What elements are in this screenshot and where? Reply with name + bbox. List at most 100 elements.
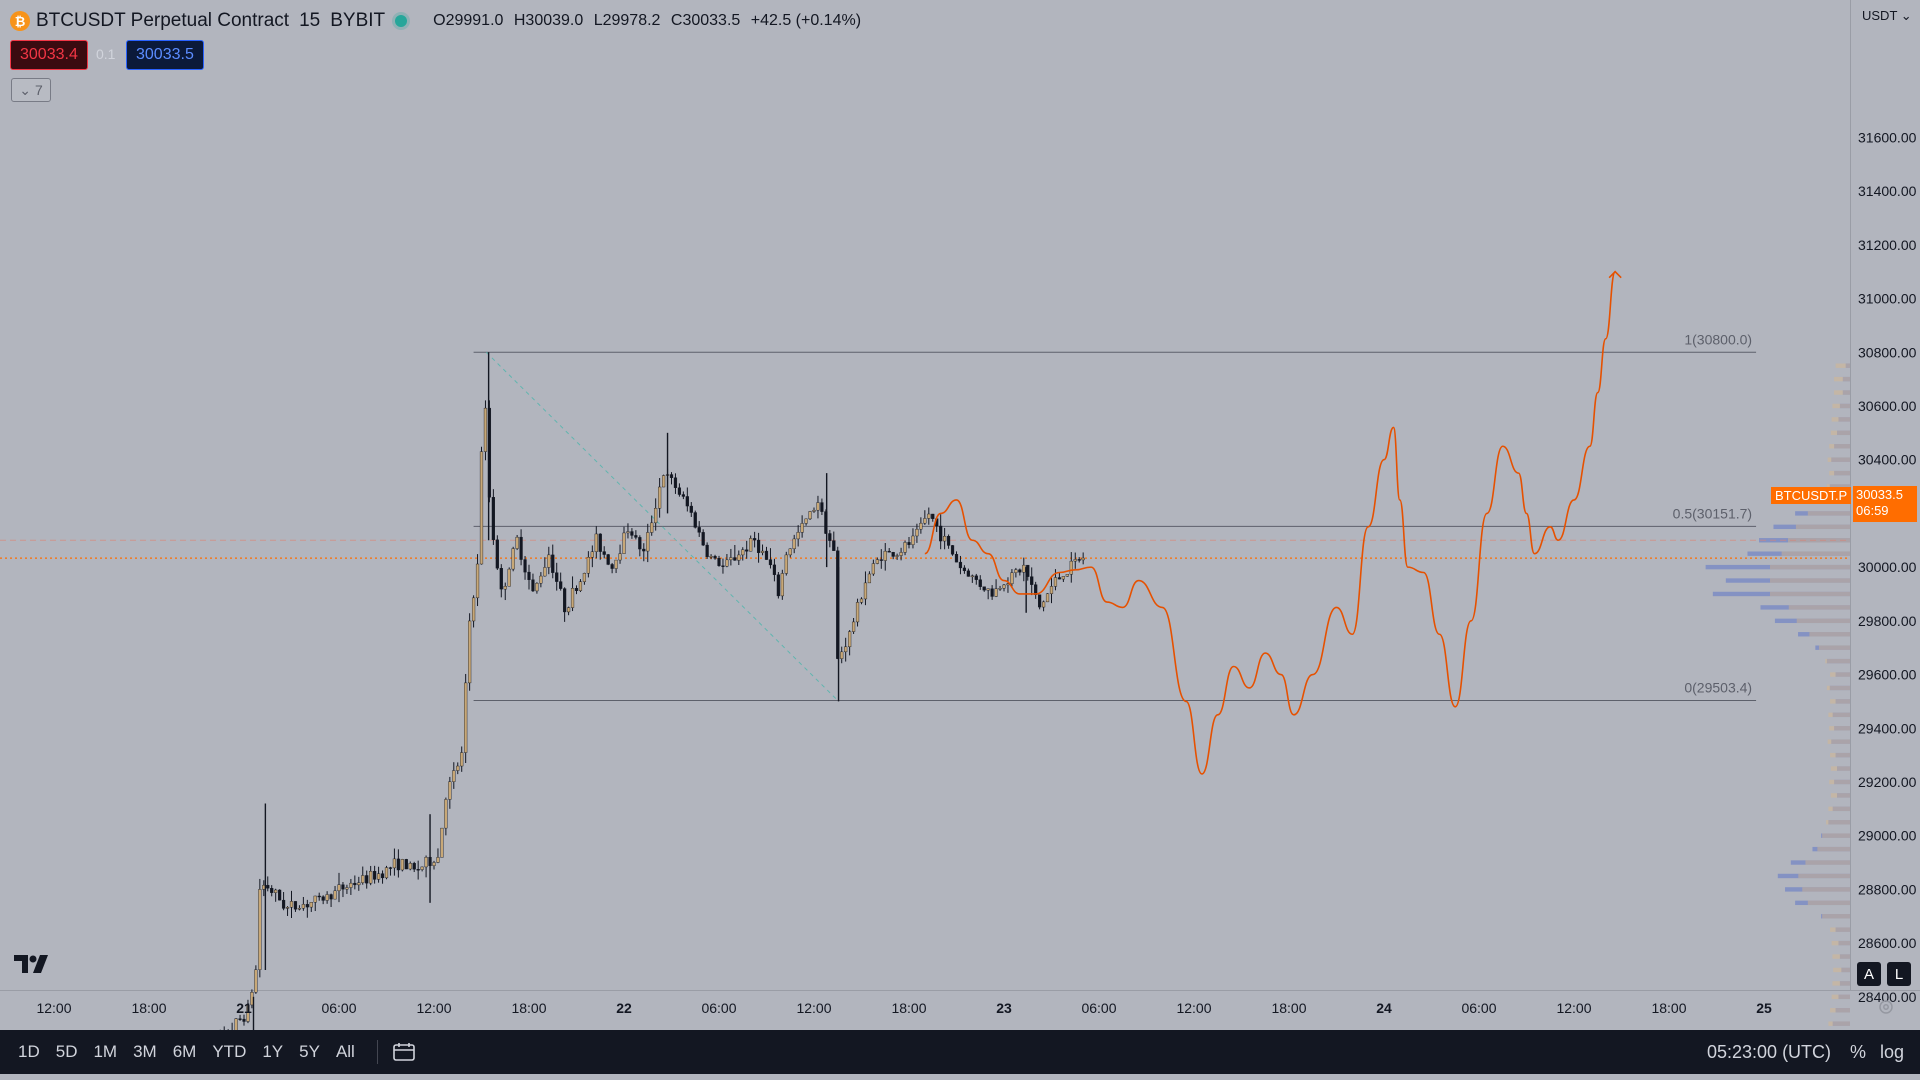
- candle-up: [444, 799, 448, 829]
- candle-up: [867, 573, 872, 584]
- candle-up: [582, 572, 587, 582]
- candle-up: [1053, 577, 1058, 587]
- price-tick-label: 31200.00: [1858, 237, 1917, 253]
- auto-scale-button[interactable]: A: [1857, 962, 1881, 986]
- candle-up: [749, 538, 753, 552]
- candle-up: [483, 407, 488, 452]
- price-tick-label: 28400.00: [1858, 989, 1917, 1005]
- time-tick-label: 06:00: [1461, 1000, 1496, 1016]
- volume-profile-bin: [1821, 833, 1850, 838]
- candle-up: [479, 451, 484, 565]
- range-6m[interactable]: 6M: [172, 1042, 197, 1061]
- candle-up: [1002, 584, 1006, 589]
- volume-profile-bin-value-area: [1829, 726, 1850, 731]
- candle-down: [365, 875, 369, 884]
- candle-up: [863, 582, 868, 600]
- candle-up: [511, 548, 515, 570]
- volume-profile-bin-value-area: [1827, 457, 1850, 462]
- volume-profile-bin-value-area: [1796, 618, 1850, 624]
- price-chart[interactable]: 1(30800.0) 0.5(30151.7) 0(29503.4) 28400.00…: [0, 0, 1920, 1030]
- fib-trend-line: [485, 351, 839, 701]
- symbol-name[interactable]: BTCUSDT Perpetual Contract: [36, 10, 290, 31]
- high-value: H30039.0: [513, 12, 584, 29]
- volume-profile-bin: [1835, 752, 1850, 758]
- candle-down: [958, 561, 963, 569]
- time-tick-label: 12:00: [1556, 1000, 1591, 1016]
- candle-up: [376, 873, 381, 880]
- indicators-toggle-button[interactable]: ⌄ 7: [11, 78, 51, 102]
- candle-up: [515, 536, 519, 549]
- candle-down: [523, 559, 527, 573]
- range-5y[interactable]: 5Y: [299, 1042, 320, 1061]
- price-tick-label: 29600.00: [1858, 667, 1917, 683]
- volume-profile-bin-value-area: [1781, 551, 1850, 556]
- candle-up: [503, 586, 507, 590]
- volume-profile-bin: [1831, 739, 1850, 744]
- candle-up: [543, 567, 547, 577]
- calendar-icon[interactable]: [392, 1042, 416, 1062]
- candle-up: [594, 533, 598, 552]
- indicator-count: 7: [34, 82, 43, 98]
- volume-profile-bin: [1834, 470, 1850, 476]
- candle-up: [289, 901, 294, 908]
- range-all[interactable]: All: [335, 1042, 355, 1061]
- candle-down: [412, 863, 416, 870]
- volume-profile-bin-value-area: [1832, 403, 1850, 409]
- candle-up: [507, 568, 511, 587]
- candle-up: [436, 857, 440, 863]
- candle-down: [820, 502, 824, 512]
- range-ytd[interactable]: YTD: [212, 1042, 247, 1061]
- price-tick-label: 30400.00: [1858, 452, 1917, 468]
- range-3m[interactable]: 3M: [133, 1042, 157, 1061]
- candle-down: [939, 525, 943, 542]
- candle-up: [812, 509, 816, 512]
- candle-up: [1045, 593, 1050, 603]
- candle-up: [725, 559, 729, 567]
- candle-up: [274, 889, 278, 893]
- candle-up: [808, 511, 812, 520]
- volume-profile-bin: [1835, 1008, 1850, 1013]
- price-tick-label: 29200.00: [1858, 774, 1917, 790]
- volume-profile-bin: [1838, 994, 1850, 1000]
- candle-up: [895, 555, 899, 557]
- candle-up: [392, 858, 397, 869]
- gear-icon[interactable]: [1877, 998, 1895, 1016]
- candle-up: [626, 531, 630, 534]
- sell-button[interactable]: 30033.4: [10, 40, 88, 70]
- volume-profile-bin: [1773, 524, 1850, 530]
- projection-path: [924, 270, 1616, 775]
- chart-legend: ₿ BTCUSDT Perpetual Contract 15 BYBIT O2…: [10, 8, 867, 34]
- candle-down: [329, 894, 333, 900]
- volume-profile-bin: [1837, 766, 1850, 771]
- range-1m[interactable]: 1M: [93, 1042, 118, 1061]
- candle-up: [448, 781, 452, 800]
- volume-profile-bin: [1812, 846, 1850, 852]
- price-tick-label: 30800.00: [1858, 344, 1917, 360]
- volume-profile-bin: [1826, 658, 1850, 664]
- candle-up: [1022, 564, 1026, 573]
- time-tick-label: 12:00: [796, 1000, 831, 1016]
- log-scale-button[interactable]: L: [1887, 962, 1911, 986]
- percent-scale-button[interactable]: %: [1850, 1041, 1867, 1062]
- volume-profile-bin: [1829, 685, 1850, 691]
- range-1d[interactable]: 1D: [18, 1042, 40, 1061]
- range-1y[interactable]: 1Y: [262, 1042, 284, 1061]
- utc-clock[interactable]: 05:23:00 (UTC): [1707, 1041, 1832, 1062]
- candle-up: [570, 588, 575, 608]
- price-tick-label: 30600.00: [1858, 398, 1917, 414]
- toolbar-divider: [376, 1040, 378, 1064]
- time-tick-label: 18:00: [1651, 1000, 1686, 1016]
- candle-down: [733, 557, 737, 561]
- candle-up: [923, 518, 927, 524]
- interval[interactable]: 15: [299, 10, 321, 31]
- candle-down: [701, 532, 705, 546]
- last-price-tag: 30033.5 06:59: [1853, 486, 1917, 522]
- buy-button[interactable]: 30033.5: [126, 40, 204, 70]
- time-tick-label: 22: [616, 1000, 632, 1016]
- log-scale-toggle[interactable]: log: [1880, 1041, 1905, 1062]
- currency-selector[interactable]: USDT ⌄: [1862, 8, 1912, 23]
- range-5d[interactable]: 5D: [55, 1042, 78, 1061]
- volume-profile-bin-value-area: [1822, 833, 1850, 838]
- candle-up: [650, 522, 654, 533]
- candle-up: [915, 528, 919, 537]
